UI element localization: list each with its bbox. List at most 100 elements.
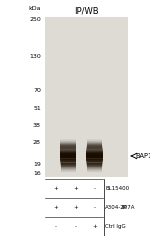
Bar <box>86 166 103 167</box>
Bar <box>87 142 102 143</box>
Bar <box>61 158 76 159</box>
Bar <box>86 159 103 160</box>
Bar <box>86 145 103 146</box>
Bar <box>60 147 76 148</box>
Bar <box>87 172 102 173</box>
Bar <box>61 171 76 172</box>
Bar <box>86 147 103 148</box>
Bar <box>61 169 76 170</box>
Bar <box>60 147 76 148</box>
Bar <box>61 160 76 161</box>
Bar <box>60 164 76 165</box>
Bar <box>87 146 102 147</box>
Bar <box>60 148 76 149</box>
Bar <box>86 163 103 164</box>
Bar <box>60 146 76 147</box>
Bar <box>87 153 102 154</box>
Bar <box>87 158 102 159</box>
Text: 38: 38 <box>33 123 41 128</box>
Bar <box>60 139 76 140</box>
Bar <box>87 147 102 148</box>
Bar <box>60 165 76 166</box>
Bar <box>87 160 102 161</box>
Bar <box>86 152 103 153</box>
Bar <box>87 165 102 166</box>
Bar <box>61 162 76 163</box>
Bar <box>61 160 76 161</box>
Bar <box>86 164 103 165</box>
Bar <box>86 166 103 167</box>
Bar <box>87 140 102 141</box>
Text: 16: 16 <box>33 171 41 176</box>
Bar <box>61 164 76 165</box>
Bar <box>60 147 76 148</box>
Text: -: - <box>93 205 96 210</box>
Bar <box>86 156 103 157</box>
Bar <box>61 165 76 166</box>
Bar <box>87 168 102 169</box>
Bar <box>60 159 76 160</box>
Bar <box>86 165 103 166</box>
Bar <box>86 155 103 156</box>
Bar <box>61 163 76 164</box>
Bar <box>61 169 76 170</box>
Bar <box>86 159 103 160</box>
Bar <box>60 143 76 144</box>
Bar <box>60 152 76 153</box>
Bar <box>60 158 76 159</box>
Bar <box>61 159 76 160</box>
Bar <box>87 171 102 172</box>
Bar <box>60 150 76 151</box>
Bar <box>86 155 103 156</box>
Bar <box>86 154 103 155</box>
Bar <box>87 144 102 145</box>
Bar <box>86 148 103 149</box>
Bar <box>86 156 103 157</box>
Bar <box>87 150 102 151</box>
Bar <box>60 160 76 161</box>
Bar <box>86 148 103 150</box>
Bar <box>61 172 76 173</box>
Bar <box>60 140 76 141</box>
Bar <box>87 159 102 160</box>
Bar <box>60 161 76 162</box>
Bar <box>60 152 76 153</box>
Bar <box>60 144 76 146</box>
Bar <box>60 144 76 145</box>
Bar <box>60 155 76 156</box>
Bar <box>87 155 102 156</box>
Text: BAP18: BAP18 <box>136 153 150 159</box>
Bar <box>86 152 103 153</box>
Bar <box>87 149 102 150</box>
Text: Ctrl IgG: Ctrl IgG <box>105 224 126 229</box>
Bar <box>61 158 76 159</box>
Bar <box>87 166 102 167</box>
Text: 130: 130 <box>29 54 41 59</box>
Text: +: + <box>53 205 58 210</box>
Bar <box>87 161 102 162</box>
Bar <box>86 153 103 155</box>
Bar <box>60 155 76 156</box>
Bar <box>86 161 103 162</box>
Bar <box>60 144 76 145</box>
Bar <box>87 155 102 156</box>
Bar <box>87 151 102 152</box>
Bar <box>60 150 76 151</box>
Bar <box>86 161 103 162</box>
Bar <box>61 166 76 167</box>
Bar <box>87 164 102 165</box>
Bar <box>87 162 102 163</box>
Bar <box>61 170 76 171</box>
Text: -: - <box>55 224 57 229</box>
Bar <box>87 147 102 148</box>
Bar <box>87 140 102 141</box>
Bar <box>87 152 102 153</box>
Bar <box>60 152 76 153</box>
Bar <box>60 152 76 153</box>
Bar <box>87 161 102 162</box>
Bar <box>60 142 76 143</box>
Bar <box>60 161 76 162</box>
Bar <box>60 154 76 155</box>
Bar <box>60 162 76 164</box>
Bar <box>87 143 102 144</box>
